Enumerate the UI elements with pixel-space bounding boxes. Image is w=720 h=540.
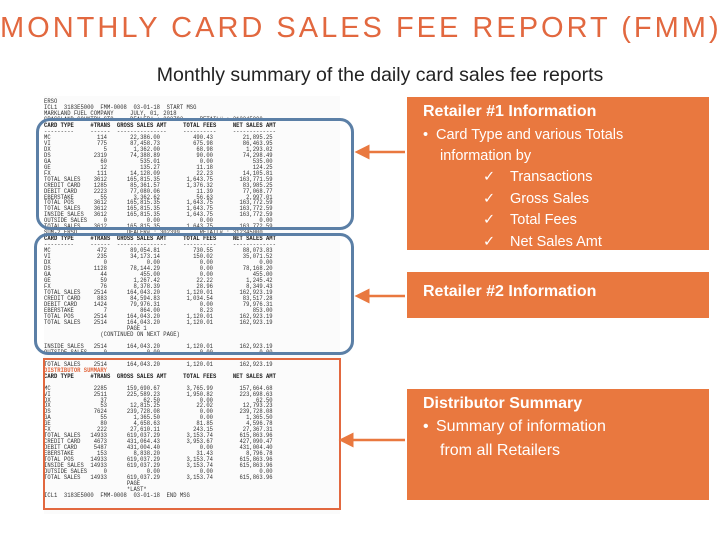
report-line: ICL1 3183E5000 FMM-0008 03-01-18 START M… (44, 103, 197, 111)
report-line: ICL1 3183E5000 FMM-0008 03-01-18 END MSG (44, 492, 190, 500)
retailer2-bracket (34, 233, 354, 355)
retailer2-info-box: Retailer #2 Information (407, 272, 709, 318)
report-line: DS 1128 78,144.29 0.00 78,168.20 (44, 265, 273, 273)
report-line: TOTAL SALES 14933 619,037.29 3,153.74 61… (44, 474, 273, 482)
report-line: TOTAL POS 14933 619,037.29 3,153.74 615,… (44, 456, 273, 464)
report-line: GA 60 535.01 0.00 535.00 (44, 157, 273, 165)
report-line: OUTSIDE SALES 0 0.00 0.00 0.00 (44, 468, 273, 476)
report-line: TOTAL SALES 3612 165,815.35 1,643.75 163… (44, 205, 273, 213)
check-item: ✓ Transactions (483, 167, 693, 189)
check-item: ✓ Gross Sales (483, 189, 693, 211)
report-line: TOTAL SALES 2514 164,043.20 1,120.01 162… (44, 360, 273, 368)
checkmark-icon: ✓ (483, 190, 496, 207)
report-line: INSIDE SALES 14933 619,037.29 3,153.74 6… (44, 462, 273, 470)
report-line: MC 472 89,054.81 730.55 88,073.83 (44, 247, 273, 255)
report-line: TOTAL POS 2514 164,043.20 1,120.01 162,9… (44, 312, 273, 320)
report-line: DISTRIBUTOR SUMMARY (44, 366, 107, 374)
checkmark-icon: ✓ (483, 169, 496, 185)
report-line: SUM-2 ERSO DEALER# : 302399 RETAIL# : 31… (44, 229, 263, 237)
retailer1-heading: Retailer #1 Information (423, 103, 597, 120)
report-line: MC 114 22,386.00 490.43 21,895.25 (44, 133, 273, 141)
checkmark-icon: ✓ (483, 212, 496, 228)
slide-subtitle: Monthly summary of the daily card sales … (156, 64, 604, 86)
report-line: TOTAL SALES 3612 165,815.35 1,643.75 163… (44, 175, 273, 183)
checkmark-icon: ✓ (483, 233, 496, 250)
retailer1-checklist: ✓ Transactions ✓ Gross Sales ✓ Total Fees ✓… (483, 167, 693, 253)
report-line: TOTAL SALES 3612 165,815.35 1,643.75 163… (44, 223, 273, 231)
report-line: ERSO (44, 98, 58, 105)
report-line: TOTAL POS 3612 165,815.35 1,643.75 163,7… (44, 199, 273, 207)
report-line: DEBIT CARD 2223 77,080.06 11.39 77,068.7… (44, 187, 273, 195)
report-line: GE 12 135.27 11.18 124.25 (44, 163, 273, 171)
report-line: DX 0 0.00 0.00 0.00 (44, 259, 273, 267)
report-line: FX 76 8,378.39 28.96 8,349.43 (44, 283, 273, 291)
distributor-frame (43, 358, 341, 510)
report-line: VI 235 34,173.14 150.02 35,071.52 (44, 253, 273, 261)
retailer1-bullet: • Card Type and various Totals informatio… (423, 127, 624, 164)
report-line: EBERSTAKE 153 8,838.20 31.43 8,796.78 (44, 450, 273, 458)
report-line: CREDIT CARD 883 84,594.83 1,034.54 83,51… (44, 295, 273, 302)
report-line: MARKLAND FUEL COMPANY JULY, 01, 2018 (44, 109, 177, 117)
report-line: GA 44 455.00 0.00 455.00 (44, 271, 273, 279)
report-line: CARD TYPE #TRANS GROSS SALES AMT TOTAL F… (44, 235, 276, 243)
distributor-heading: Distributor Summary (423, 395, 583, 412)
report-line: VI 775 87,458.73 675.98 86,463.95 (44, 139, 273, 147)
report-line: MC 2285 159,690.67 3,765.99 157,664.68 (44, 384, 273, 392)
report-line: FX 222 27,610.11 243.15 27,367.31 (44, 426, 273, 434)
report-line: TOTAL SALES 2514 164,043.20 1,120.01 162… (44, 318, 273, 326)
report-line: VI 2511 225,589.23 1,950.82 223,698.63 (44, 390, 273, 398)
report-line: DX 53 12,815.25 22.02 12,793.23 (44, 402, 273, 410)
report-printout: ERSO ICL1 3183E5000 FMM-0008 03-01-18 STA… (44, 96, 340, 514)
report-line: --------- ------ --------------- -------… (44, 127, 276, 135)
report-line: DEBIT CARD 1424 79,976.31 0.00 79,976.31 (44, 300, 273, 308)
report-line: CREDIT CARD 4673 431,064.43 3,953.67 427… (44, 438, 273, 446)
report-line: EBERSTAKE 55 3,362.62 56.63 2,997.01 (44, 193, 273, 201)
report-line: CARD TYPE #TRANS GROSS SALES AMT TOTAL F… (44, 121, 276, 129)
report-line: INSIDE SALES 2514 164,043.20 1,120.01 16… (44, 342, 273, 350)
report-line: CARD TYPE #TRANS GROSS SALES AMT TOTAL F… (44, 372, 276, 380)
report-line: PAGE 1 (44, 324, 147, 332)
report-line: --------- ------ --------------- -------… (44, 241, 276, 249)
report-line: EBERSTAKE 7 864.00 8.23 853.00 (44, 306, 273, 314)
report-line: DS 7624 239,728.08 0.00 239,728.08 (44, 408, 273, 416)
report-line: DX 5 1,362.00 68.98 1,293.02 (44, 145, 273, 153)
retailer1-bracket (36, 118, 354, 230)
report-line: CREDIT CARD 1285 85,361.57 1,376.32 83,9… (44, 181, 273, 189)
distributor-bullet: • Summary of information from all Retaile… (423, 415, 693, 463)
report-line: GE 59 1,267.42 22.22 1,245.42 (44, 277, 273, 285)
report-line: (CONTINUED ON NEXT PAGE) (44, 330, 180, 338)
report-line: DX 37 62.50 0.00 62.50 (44, 396, 273, 404)
slide-title: MONTHLY CARD SALES FEE REPORT (FMM) (0, 12, 720, 44)
check-item: ✓ Total Fees (483, 210, 693, 232)
report-line: DEBIT CARD 5487 431,004.40 0.00 431,004.… (44, 444, 273, 452)
report-line: GE 80 4,658.63 81.85 4,596.78 (44, 420, 273, 428)
report-line: PAGE (44, 480, 141, 488)
check-item: ✓ Net Sales Amt (483, 232, 693, 254)
report-line: TOTAL SALES 2514 164,043.20 1,120.01 162… (44, 289, 273, 297)
report-line: TOTAL SALES 14933 619,037.29 3,153.74 61… (44, 432, 273, 440)
distributor-summary-box: Distributor Summary • Summary of informat… (407, 389, 709, 500)
report-line: *LAST* (44, 486, 147, 494)
report-line: DS 2319 74,388.89 90.00 74,298.49 (44, 151, 273, 159)
report-line: OUTSIDE SALES 0 0.00 0.00 0.00 (44, 217, 273, 225)
report-line: FX 111 14,128.09 22.23 14,105.81 (44, 169, 273, 177)
report-line: INSIDE SALES 3612 165,815.35 1,643.75 16… (44, 211, 273, 219)
report-line: GA 55 1,365.50 0.00 1,365.50 (44, 414, 273, 422)
retailer2-heading: Retailer #2 Information (423, 283, 597, 300)
retailer1-info-box: Retailer #1 Information • Card Type and v… (407, 97, 709, 250)
bullet-dot-icon: • (423, 127, 429, 143)
bullet-dot-icon: • (423, 418, 429, 435)
